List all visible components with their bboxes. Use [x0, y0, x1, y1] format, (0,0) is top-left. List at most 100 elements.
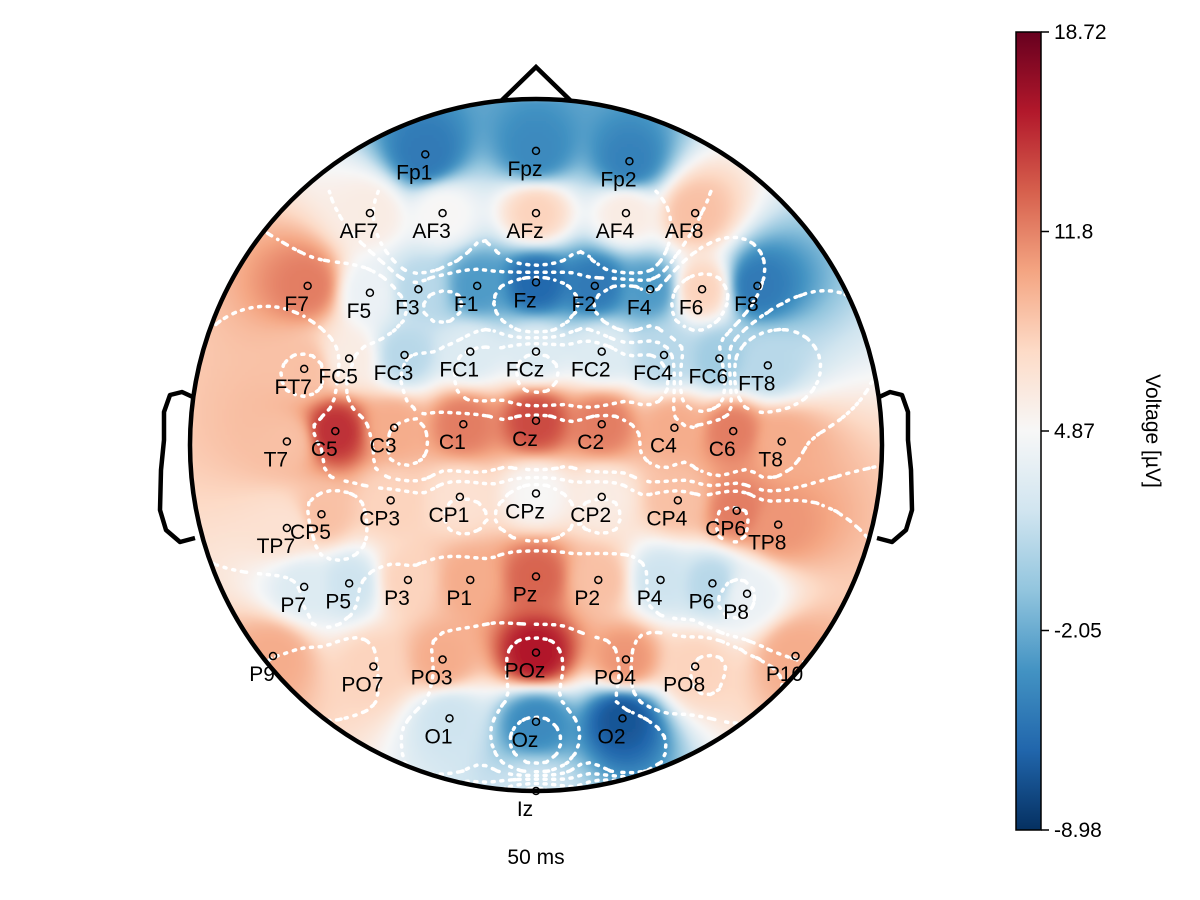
colorbar-tick-label: 11.8 [1054, 221, 1093, 244]
voltage-map [190, 99, 882, 791]
electrode-marker [531, 208, 541, 218]
electrode-label: O1 [424, 725, 452, 748]
electrode-marker [445, 714, 454, 723]
electrode-p9: P9 [249, 651, 278, 686]
electrode-marker [403, 575, 413, 585]
electrode-label: C2 [577, 431, 604, 454]
electrode-marker [732, 506, 741, 515]
electrode-marker [400, 350, 409, 360]
colorbar-tick-label: -2.05 [1054, 620, 1102, 643]
electrode-marker [763, 361, 773, 370]
electrode-label: TP7 [257, 535, 296, 558]
electrode-fc2: FC2 [571, 347, 611, 382]
colorbar-ticks: 18.72 11.8 4.87 -2.05 -8.98 [1041, 21, 1107, 842]
electrode-label: Cz [512, 428, 538, 451]
electrode-marker [365, 288, 375, 298]
electrode-cp4: CP4 [646, 496, 688, 530]
electrode-afz: AFz [506, 208, 544, 243]
electrode-f5: F5 [347, 288, 375, 323]
electrode-c2: C2 [577, 419, 606, 454]
electrode-label: F1 [454, 293, 479, 316]
electrode-label: C6 [709, 438, 736, 461]
electrode-af4: AF4 [596, 208, 635, 243]
left-ear [157, 389, 196, 545]
electrode-label: PO7 [341, 673, 383, 696]
electrode-marker [317, 509, 326, 519]
electrode-marker [438, 655, 447, 664]
electrode-marker [773, 520, 783, 529]
electrode-c5: C5 [311, 426, 340, 461]
electrode-marker [597, 419, 606, 429]
electrode-marker [753, 281, 762, 291]
electrode-pz: Pz [513, 572, 541, 606]
electrode-f8: F8 [734, 281, 762, 316]
electrode-cp6: CP6 [705, 506, 746, 541]
electrode-marker [690, 662, 700, 671]
electrode-marker [531, 416, 541, 426]
electrode-marker [670, 423, 679, 432]
electrode-marker [466, 347, 475, 356]
electrode-label: Fpz [507, 158, 542, 181]
electrode-label: F7 [284, 293, 309, 316]
electrode-p5: P5 [325, 579, 354, 613]
contour-line [279, 352, 757, 774]
electrode-cp1: CP1 [428, 492, 469, 527]
electrode-marker [459, 419, 468, 429]
electrode-marker [659, 350, 669, 360]
electrode-marker [303, 281, 312, 291]
contour-line [515, 352, 656, 791]
electrode-p2: P2 [574, 575, 603, 610]
electrode-marker [645, 285, 655, 294]
electrode-label: FC6 [689, 366, 729, 389]
electrode-c3: C3 [370, 423, 399, 458]
electrode-marker [618, 714, 627, 723]
colorbar-tick-label: -8.98 [1054, 819, 1102, 842]
electrode-label: FC3 [374, 362, 414, 385]
electrode-label: AF3 [412, 220, 451, 243]
electrode-label: F4 [627, 296, 652, 319]
topomap [190, 99, 882, 791]
electrode-f6: F6 [679, 285, 707, 319]
electrode-label: F8 [734, 293, 759, 316]
electrode-marker [531, 717, 541, 727]
electrode-f1: F1 [454, 281, 482, 316]
electrode-label: C3 [370, 435, 397, 458]
electrode-marker [742, 589, 752, 599]
electrode-label: F2 [572, 293, 597, 316]
electrode-label: FT7 [275, 376, 312, 399]
electrode-marker [455, 492, 465, 502]
electrode-marker [791, 651, 800, 661]
electrode-c6: C6 [709, 426, 738, 461]
electrode-label: P10 [766, 663, 803, 686]
electrode-label: Fp2 [600, 168, 636, 191]
contour-line [508, 715, 563, 765]
time-label: 50 ms [507, 846, 564, 869]
electrode-p4: P4 [637, 575, 665, 610]
electrode-marker [673, 496, 683, 505]
electrode-label: F6 [679, 296, 704, 319]
electrode-label: FC5 [318, 366, 358, 389]
electrode-label: Pz [513, 583, 538, 606]
electrode-marker [466, 575, 475, 585]
electrode-label: CP1 [428, 504, 469, 527]
electrode-label: AF7 [340, 220, 379, 243]
right-ear [876, 389, 915, 545]
electrode-o1: O1 [424, 714, 454, 748]
electrode-marker [597, 347, 606, 356]
electrode-label: F3 [395, 296, 420, 319]
electrode-fcz: FCz [506, 347, 544, 382]
electrode-label: PO8 [663, 673, 705, 696]
electrode-marker [369, 662, 378, 671]
electrode-marker [621, 655, 631, 664]
electrode-marker [690, 208, 700, 218]
electrode-ft8: FT8 [738, 361, 775, 395]
electrode-tp7: TP7 [257, 523, 296, 558]
electrode-p7: P7 [280, 582, 309, 617]
electrode-marker [656, 575, 665, 585]
electrode-label: P5 [325, 590, 351, 613]
electrode-marker [531, 347, 541, 356]
electrode-label: CP2 [570, 504, 611, 527]
electrode-marker [590, 281, 600, 291]
colorbar-tick-label: 4.87 [1054, 420, 1095, 443]
electrode-label: Fz [513, 289, 536, 312]
